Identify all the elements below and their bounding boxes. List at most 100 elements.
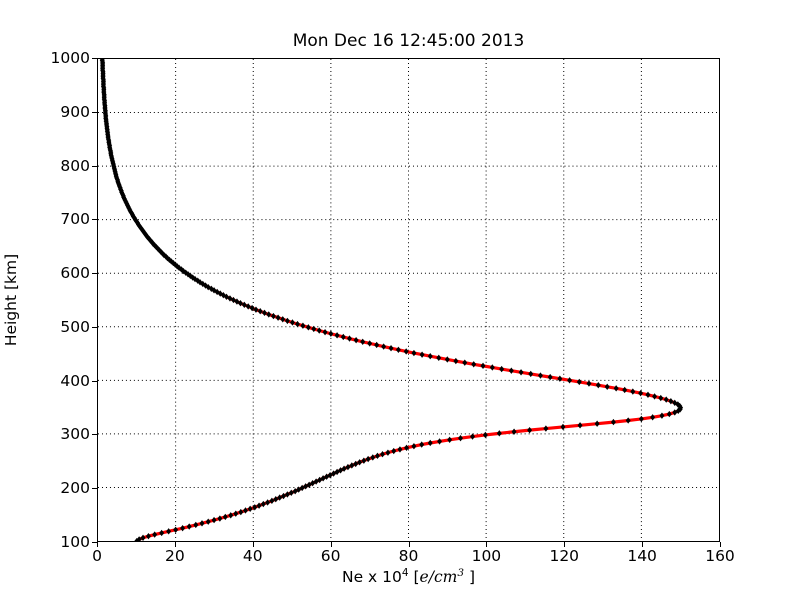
data-point-marker [527, 426, 533, 434]
data-point-marker [610, 418, 616, 426]
data-point-marker [411, 349, 417, 357]
data-point-marker [347, 335, 352, 342]
y-tick-label: 200 [60, 479, 90, 498]
data-point-marker [222, 513, 228, 521]
data-point-marker [217, 290, 223, 297]
data-point-marker [380, 451, 385, 458]
y-axis-label-container: Height [km] [0, 58, 22, 542]
data-point-marker [311, 325, 317, 333]
data-point-marker [324, 473, 330, 480]
data-point-marker [357, 459, 363, 466]
data-point-marker [650, 414, 656, 421]
y-tick-mark [92, 542, 97, 543]
x-tick-label: 80 [398, 547, 419, 565]
data-point-marker [233, 510, 239, 517]
x-tick-label: 20 [165, 547, 185, 565]
data-point-marker [367, 340, 373, 347]
data-point-marker [594, 420, 600, 427]
data-point-marker [567, 377, 573, 384]
data-point-marker [659, 412, 665, 419]
data-point-marker [444, 356, 450, 363]
x-tick-label: 140 [627, 547, 657, 565]
data-point-marker [152, 242, 158, 249]
y-tick-label: 1000 [50, 49, 90, 67]
data-point-marker [576, 378, 582, 386]
data-point-marker [277, 494, 283, 501]
data-point-marker [228, 512, 234, 519]
data-point-marker [528, 370, 534, 378]
data-point-marker [638, 389, 644, 397]
data-point-marker [172, 261, 178, 268]
data-point-marker [547, 373, 553, 381]
y-axis-tick-labels: 100 200 300 400 500 600 700 800 900 1000 [28, 49, 90, 551]
grid-layer [98, 59, 719, 541]
y-tick-label: 400 [60, 371, 90, 390]
data-point-marker [666, 410, 672, 418]
data-point-marker [223, 293, 229, 300]
x-axis-tick-labels: 0 20 40 60 80 100 120 140 160 [92, 547, 735, 569]
x-tick-label: 120 [549, 547, 580, 565]
data-point-marker [245, 303, 251, 310]
data-point-marker [385, 449, 391, 456]
data-point-marker [313, 478, 319, 485]
data-point-marker [136, 536, 142, 541]
data-point-marker [159, 529, 165, 537]
data-point-marker [242, 507, 248, 514]
data-point-marker [411, 443, 417, 450]
data-point-marker [437, 438, 443, 445]
data-point-marker [586, 380, 592, 387]
data-point-marker [193, 521, 199, 529]
data-point-marker [145, 532, 151, 540]
data-point-marker [303, 483, 309, 490]
data-point-marker [328, 330, 334, 337]
data-point-marker [388, 345, 394, 352]
data-point-marker [340, 333, 346, 341]
data-point-marker [353, 460, 359, 468]
data-point-marker [658, 394, 664, 402]
data-point-marker [489, 364, 495, 371]
data-point-marker [353, 336, 359, 344]
data-point-marker [199, 520, 205, 527]
data-point-marker [453, 357, 459, 365]
y-tick-label: 600 [60, 264, 90, 283]
data-point-marker [625, 417, 631, 424]
data-point-marker [288, 489, 294, 496]
data-point-marker [365, 455, 371, 463]
data-point-marker [499, 365, 505, 373]
data-point-marker [613, 385, 619, 392]
data-point-marker [275, 314, 281, 321]
data-point-marker [419, 441, 425, 448]
data-point-marker [316, 327, 322, 334]
data-point-marker [645, 391, 651, 398]
data-point-marker [146, 235, 152, 243]
data-point-marker [205, 518, 211, 525]
data-point-marker [260, 500, 266, 508]
series-markers [99, 59, 684, 541]
data-point-marker [217, 515, 223, 522]
data-point-marker [173, 526, 179, 533]
data-point-marker [381, 343, 387, 350]
x-axis-label: Ne x 104 [e/cm3 ] [341, 566, 475, 586]
data-point-marker [427, 439, 433, 447]
data-point-marker [203, 282, 208, 289]
data-point-marker [470, 433, 476, 440]
data-point-marker [543, 425, 549, 432]
data-point-marker [284, 317, 290, 325]
data-point-marker [462, 359, 468, 366]
data-point-marker [334, 332, 340, 339]
data-point-marker [211, 516, 217, 524]
chart-title: Mon Dec 16 12:45:00 2013 [292, 31, 525, 51]
data-point-marker [305, 324, 311, 331]
data-point-marker [262, 309, 267, 317]
data-point-marker [166, 528, 172, 535]
x-tick-label: 0 [92, 547, 102, 565]
y-tick-label: 800 [60, 156, 90, 175]
data-point-marker [374, 341, 380, 349]
data-point-marker [252, 504, 258, 511]
data-point-marker [604, 383, 610, 390]
data-point-marker [672, 399, 678, 407]
data-point-marker [270, 312, 276, 320]
data-point-marker [99, 59, 105, 63]
data-point-marker [281, 492, 287, 500]
